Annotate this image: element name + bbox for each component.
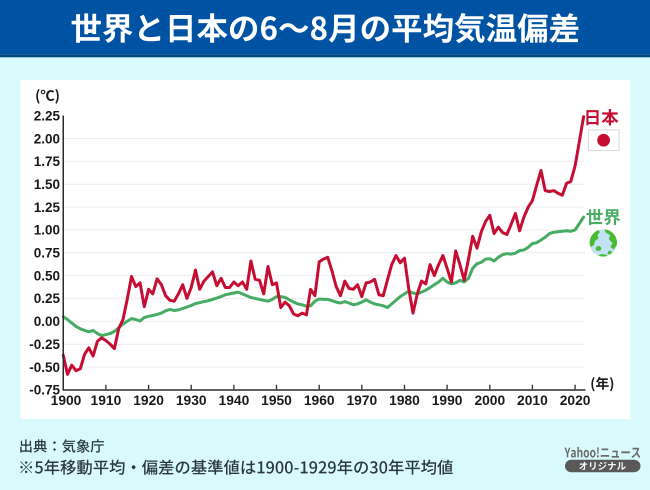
svg-text:1920: 1920: [133, 393, 164, 408]
svg-text:0.25: 0.25: [34, 291, 61, 306]
svg-text:1960: 1960: [304, 393, 335, 408]
svg-text:2010: 2010: [517, 393, 548, 408]
svg-text:1900: 1900: [51, 393, 82, 408]
svg-text:1940: 1940: [219, 393, 250, 408]
svg-text:1.25: 1.25: [34, 200, 61, 215]
svg-text:1.00: 1.00: [34, 223, 60, 238]
svg-text:0.75: 0.75: [34, 246, 61, 261]
svg-text:1.50: 1.50: [34, 177, 60, 192]
svg-text:-0.50: -0.50: [29, 360, 60, 375]
svg-text:0.00: 0.00: [34, 314, 60, 329]
svg-text:-0.75: -0.75: [29, 383, 60, 398]
svg-text:1.75: 1.75: [34, 154, 61, 169]
svg-text:2020: 2020: [560, 393, 591, 408]
svg-text:0.50: 0.50: [34, 268, 60, 283]
svg-text:2.25: 2.25: [34, 109, 61, 124]
svg-text:1970: 1970: [346, 393, 377, 408]
svg-text:2000: 2000: [474, 393, 505, 408]
svg-text:1980: 1980: [389, 393, 420, 408]
svg-text:-0.25: -0.25: [29, 337, 60, 352]
svg-text:1910: 1910: [91, 393, 122, 408]
svg-text:1930: 1930: [176, 393, 207, 408]
svg-text:1950: 1950: [261, 393, 292, 408]
svg-text:1990: 1990: [432, 393, 463, 408]
svg-text:2.00: 2.00: [34, 131, 60, 146]
